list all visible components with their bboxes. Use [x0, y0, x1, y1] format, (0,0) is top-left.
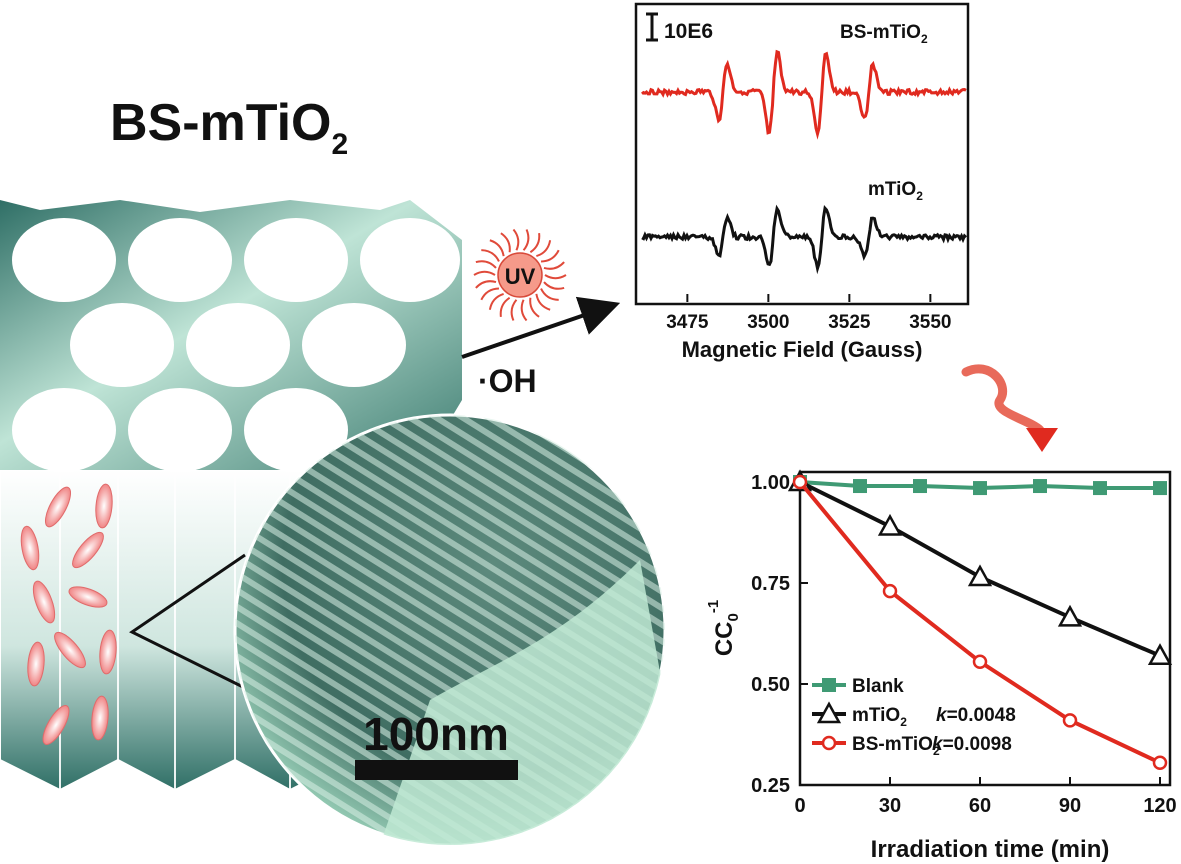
x-tick-label: 90	[1059, 795, 1081, 817]
epr-tick-label: 3550	[909, 312, 951, 333]
x-axis-label: Irradiation time (min)	[871, 836, 1110, 863]
data-point-blank	[913, 479, 927, 494]
uv-ray	[475, 280, 497, 289]
uv-label: UV	[505, 264, 536, 289]
bacteria-rods	[20, 483, 117, 745]
epr-trace-mtio2	[641, 204, 968, 275]
kinetics-chart: 0 30 60 90 120 0.25 0.50 0.75 1.00 Irradiation t…	[705, 469, 1177, 863]
uv-ray	[499, 296, 511, 317]
data-point-bs-mtio	[1152, 755, 1168, 771]
data-point-blank	[973, 481, 987, 496]
y-tick-label: 0.50	[751, 674, 790, 696]
data-point-blank	[853, 479, 867, 494]
uv-ray	[481, 249, 500, 262]
page-title: BS-mTiO2	[110, 94, 348, 161]
data-point-blank	[1093, 481, 1107, 496]
legend-marker-mtio	[816, 701, 842, 724]
data-point-bs-mtio	[882, 583, 898, 599]
epr-scale-label: 10E6	[664, 20, 713, 43]
uv-ray	[543, 281, 565, 290]
data-point-bs-mtio	[1062, 713, 1078, 728]
y-tick-label: 0.75	[751, 573, 790, 595]
data-point-blank	[1033, 479, 1047, 494]
uv-ray	[512, 228, 520, 251]
uv-ray	[500, 232, 511, 253]
uv-ray	[544, 274, 567, 280]
epr-trace-bottom-label: mTiO2	[868, 179, 923, 203]
radical-label: ·OH	[478, 363, 537, 399]
uv-ray	[489, 239, 505, 257]
legend-marker-blank	[822, 678, 836, 692]
uv-ray	[522, 229, 530, 251]
data-point-mtio	[1057, 604, 1083, 627]
uv-ray	[473, 270, 496, 276]
title-main: BS-mTiO	[110, 94, 332, 152]
uv-ray	[529, 297, 540, 318]
epr-tick-label: 3525	[828, 312, 871, 333]
epr-panel: 10E6 BS-mTiO2 mTiO2 3475 3500 3525 3550 Mag…	[634, 2, 970, 362]
reaction-arrow	[461, 296, 621, 359]
title-sub: 2	[332, 128, 349, 161]
legend-marker-bs-mtio	[821, 735, 837, 751]
uv-ray	[535, 293, 551, 311]
epr-frame	[634, 2, 970, 306]
x-tick-label: 30	[879, 795, 901, 817]
data-point-mtio	[877, 513, 903, 536]
uv-ray	[475, 260, 497, 269]
plot-frame	[798, 470, 1172, 787]
uv-sun-icon: UV	[473, 228, 567, 322]
y-axis-label: CC0-1	[705, 600, 742, 656]
scale-bar-label: 100nm	[363, 708, 509, 760]
legend-label-mtio: mTiO2	[852, 705, 907, 729]
tem-image: 100nm	[233, 413, 667, 847]
epr-x-ticks: 3475 3500 3525 3550	[666, 294, 952, 333]
data-point-bs-mtio	[792, 474, 808, 490]
x-tick-label: 60	[969, 795, 991, 817]
uv-ray	[536, 240, 552, 258]
uv-ray	[540, 249, 560, 263]
legend-k-value-bs-mtio: k=0.0098	[932, 734, 1012, 755]
epr-trace-bs-mtio2	[641, 49, 967, 140]
svg-text:BS-mTiO2: BS-mTiO2	[110, 94, 348, 161]
y-tick-label: 1.00	[751, 472, 790, 494]
x-tick-label: 0	[794, 795, 805, 817]
uv-ray	[488, 292, 504, 310]
zoom-lines	[129, 553, 246, 690]
legend-label-blank: Blank	[852, 676, 904, 697]
epr-tick-label: 3500	[747, 312, 789, 333]
epr-tick-label: 3475	[666, 312, 709, 333]
data-point-blank	[1153, 481, 1167, 496]
scale-bar	[355, 760, 518, 780]
epr-scale-icon	[646, 12, 658, 42]
uv-ray	[543, 261, 565, 270]
curved-arrow-icon	[961, 364, 1058, 452]
uv-ray	[540, 288, 559, 301]
data-point-bs-mtio	[972, 654, 988, 670]
uv-ray	[520, 299, 528, 322]
epr-xlabel: Magnetic Field (Gauss)	[682, 337, 923, 362]
uv-ray	[529, 233, 541, 254]
legend-label-bs-mtio: BS-mTiO2	[852, 734, 940, 758]
uv-ray	[510, 299, 518, 321]
x-tick-label: 120	[1143, 795, 1176, 817]
data-point-mtio	[967, 564, 993, 587]
pore-openings	[12, 218, 460, 472]
epr-trace-top-label: BS-mTiO2	[840, 22, 928, 46]
legend-k-value-mtio: k=0.0048	[936, 705, 1016, 726]
data-point-mtio	[1147, 643, 1173, 665]
y-tick-label: 0.25	[751, 775, 790, 797]
uv-ray	[480, 287, 500, 301]
